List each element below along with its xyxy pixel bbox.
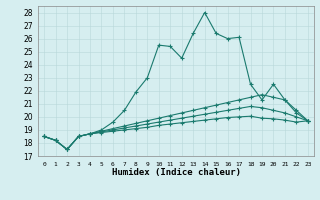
X-axis label: Humidex (Indice chaleur): Humidex (Indice chaleur) — [111, 168, 241, 177]
